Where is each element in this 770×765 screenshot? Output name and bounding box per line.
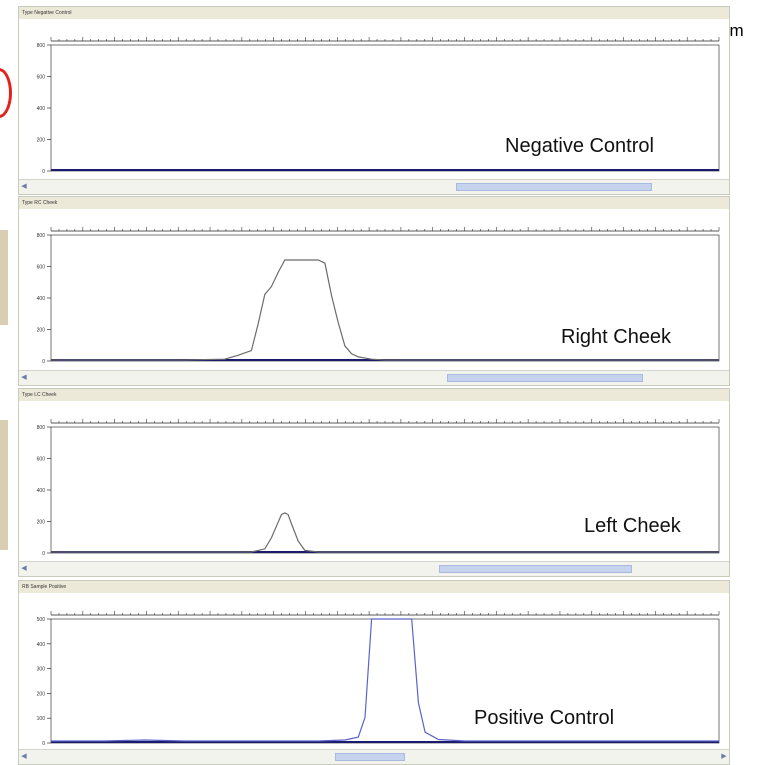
chart-panel-positive-control: RB Sample Positive 500 400 300 200 100 0 Posi… [18, 580, 730, 765]
chart-svg: 800 600 400 200 0 [37, 37, 720, 175]
scroll-left-icon[interactable]: ◀ [21, 183, 27, 190]
left-margin [0, 0, 18, 765]
y-tick-label: 200 [37, 138, 46, 144]
chart-panel-negative-control: Type Negative Control 800 600 400 200 0 Nega… [18, 6, 730, 195]
panel-header: Type LC Cheek [19, 389, 729, 401]
y-tick-label: 300 [37, 667, 46, 673]
y-tick-label: 0 [42, 169, 45, 175]
panel-label: Negative Control [505, 135, 654, 157]
scroll-thumb[interactable] [456, 183, 652, 191]
panel-label: Right Cheek [561, 326, 672, 348]
panel-header: Type RC Cheek [19, 197, 729, 209]
y-tick-label: 400 [37, 106, 46, 112]
horizontal-scrollbar[interactable]: ◀ [19, 370, 729, 385]
y-tick-label: 800 [37, 43, 46, 49]
y-tick-label: 200 [37, 328, 46, 334]
y-tick-label: 0 [42, 551, 45, 557]
side-fragment-2 [0, 420, 8, 550]
plot-frame [50, 618, 720, 744]
horizontal-scrollbar[interactable]: ◀ [19, 561, 729, 576]
panel-header: Type Negative Control [19, 7, 729, 19]
y-tick-label: 800 [37, 425, 46, 431]
y-tick-label: 600 [37, 265, 46, 271]
chart-svg: 800 600 400 200 0 [37, 227, 720, 365]
scroll-right-icon[interactable]: ▶ [721, 753, 727, 760]
panel-header: RB Sample Positive [19, 581, 729, 593]
panel-label: Left Cheek [584, 515, 681, 537]
y-tick-label: 600 [37, 457, 46, 463]
chart-panel-right-cheek: Type RC Cheek 800 600 400 200 0 Right Cheek … [18, 196, 730, 386]
scroll-left-icon[interactable]: ◀ [21, 753, 27, 760]
scroll-left-icon[interactable]: ◀ [21, 374, 27, 381]
y-tick-label: 400 [37, 488, 46, 494]
y-tick-label: 200 [37, 520, 46, 526]
series-line [51, 618, 719, 742]
horizontal-scrollbar[interactable]: ◀ ▶ [19, 749, 729, 764]
y-tick-label: 100 [37, 716, 46, 722]
y-tick-label: 500 [37, 617, 46, 623]
y-tick-label: 600 [37, 75, 46, 81]
y-tick-label: 0 [42, 359, 45, 365]
y-tick-label: 400 [37, 296, 46, 302]
chart-svg: 500 400 300 200 100 0 [37, 611, 720, 747]
chart-panel-left-cheek: Type LC Cheek 800 600 400 200 0 Left Cheek ◀ [18, 388, 730, 577]
scroll-thumb[interactable] [439, 565, 632, 573]
panel-label: Positive Control [474, 707, 615, 729]
series-line [51, 512, 719, 553]
y-tick-label: 800 [37, 233, 46, 239]
scroll-thumb[interactable] [447, 374, 643, 382]
scroll-left-icon[interactable]: ◀ [21, 565, 27, 572]
y-tick-label: 400 [37, 642, 46, 648]
red-annotation-circle [0, 68, 12, 118]
horizontal-scrollbar[interactable]: ◀ [19, 179, 729, 194]
series-line [51, 259, 719, 361]
chart-svg: 800 600 400 200 0 [37, 419, 720, 557]
scroll-thumb[interactable] [335, 753, 405, 761]
y-tick-label: 200 [37, 691, 46, 697]
side-fragment-1 [0, 230, 8, 325]
y-tick-label: 0 [42, 741, 45, 747]
